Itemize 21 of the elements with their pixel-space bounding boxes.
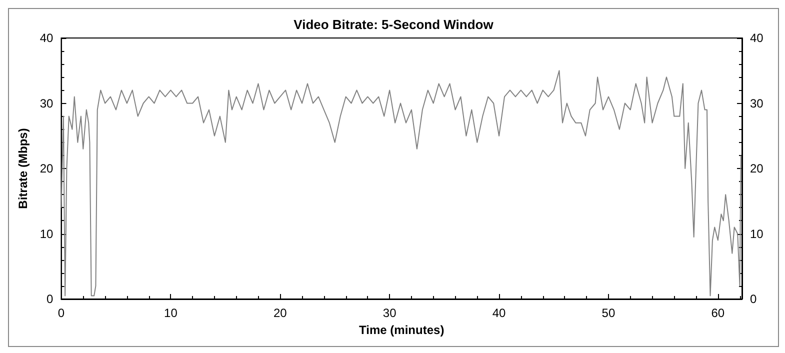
y2-tick-label: 40 [750,31,764,45]
x-tick-label: 60 [711,306,725,320]
x-tick-label: 40 [492,306,506,320]
line-series [60,70,742,296]
y-tick-label: 40 [40,31,54,45]
y-tick-label: 0 [46,292,54,306]
y2-tick-label: 30 [750,96,764,110]
x-axis-title: Time (minutes) [359,322,444,337]
y2-tick-label: 0 [750,292,757,306]
y2-tick-label: 10 [750,226,764,241]
x-tick-label: 20 [273,306,288,320]
x-tick-label: 50 [602,306,616,320]
x-tick-label: 0 [58,306,65,320]
y2-tick-label: 20 [750,162,764,176]
y-axis-title: Bitrate (Mbps) [16,128,30,209]
x-tick-label: 30 [382,306,397,320]
y-tick-label: 20 [40,162,54,176]
x-tick-label: 10 [164,306,178,320]
chart-title: Video Bitrate: 5-Second Window [294,17,494,32]
y-tick-label: 30 [40,96,54,110]
y-tick-label: 10 [40,226,54,241]
